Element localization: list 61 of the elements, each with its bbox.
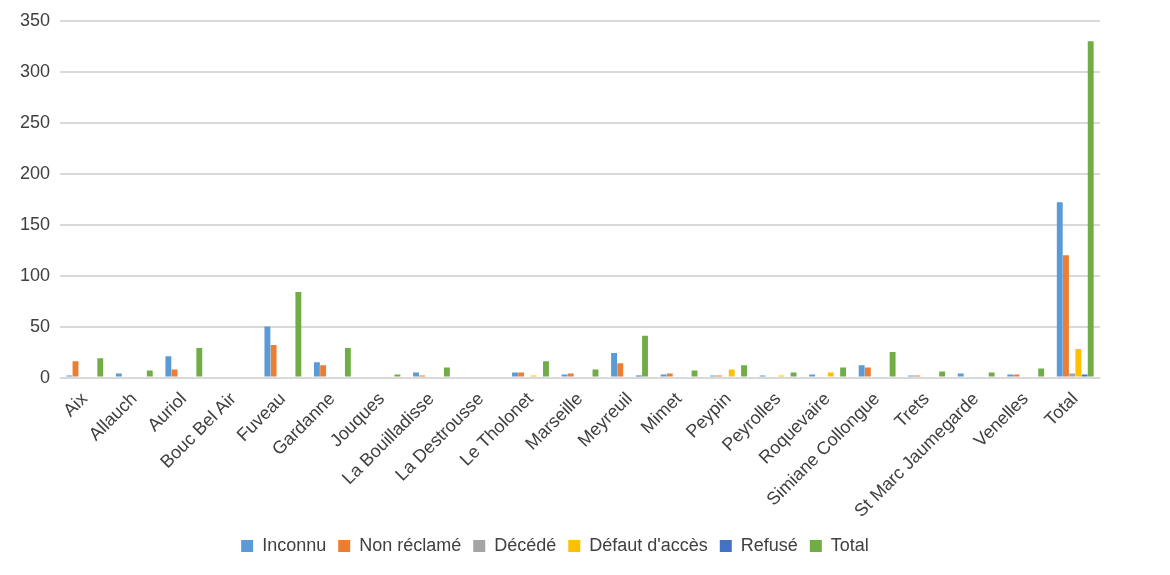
legend-label: Total <box>830 534 869 555</box>
bar <box>171 369 178 377</box>
bar <box>864 367 871 377</box>
bar <box>691 370 698 377</box>
legend-label: Décédé <box>494 534 557 555</box>
bar <box>642 335 648 377</box>
legend-label: Non réclamé <box>359 534 462 555</box>
bar <box>146 370 153 377</box>
y-tick-label: 250 <box>19 111 51 132</box>
bar <box>115 373 122 377</box>
bar <box>443 367 450 377</box>
y-tick-label: 350 <box>19 9 51 30</box>
bar <box>394 374 401 377</box>
y-tick-label: 50 <box>30 315 51 336</box>
bar <box>512 372 518 377</box>
bar <box>1038 368 1045 377</box>
bar <box>790 372 797 377</box>
bar <box>988 372 995 377</box>
bar <box>840 367 847 377</box>
bar <box>413 372 419 377</box>
legend-label: Défaut d'accès <box>589 534 708 555</box>
bar <box>264 326 271 377</box>
bar <box>728 369 735 377</box>
bar <box>827 372 834 377</box>
bar <box>1013 374 1020 377</box>
bar <box>611 353 617 377</box>
y-tick-label: 300 <box>19 60 51 81</box>
bar <box>858 365 865 377</box>
legend-label: Inconnu <box>262 534 327 555</box>
bar <box>809 374 816 377</box>
bar <box>1075 349 1082 377</box>
bar <box>617 363 624 377</box>
bar <box>592 369 599 377</box>
y-tick-label: 150 <box>19 213 51 234</box>
bar <box>313 362 320 377</box>
bar <box>1069 373 1076 377</box>
bar <box>1056 202 1063 377</box>
bar <box>741 365 747 377</box>
bar <box>957 373 964 377</box>
y-tick-label: 0 <box>40 366 51 387</box>
bar <box>567 373 574 377</box>
bar <box>939 371 946 377</box>
bar <box>660 374 667 377</box>
bar <box>889 352 896 377</box>
bar <box>1087 41 1094 377</box>
bar <box>543 361 549 377</box>
legend-label: Refusé <box>740 534 798 555</box>
y-tick-label: 200 <box>19 162 51 183</box>
bar <box>165 356 172 377</box>
bar <box>270 344 277 377</box>
bar <box>295 291 302 377</box>
bar <box>97 358 104 377</box>
bar <box>1063 255 1069 377</box>
bar <box>196 348 203 377</box>
bar <box>320 365 327 377</box>
bar <box>1007 374 1014 377</box>
bar <box>666 373 673 377</box>
bar <box>344 348 351 377</box>
bar <box>518 372 525 377</box>
y-tick-label: 100 <box>19 264 51 285</box>
x-tick-label: Aix <box>59 388 92 421</box>
